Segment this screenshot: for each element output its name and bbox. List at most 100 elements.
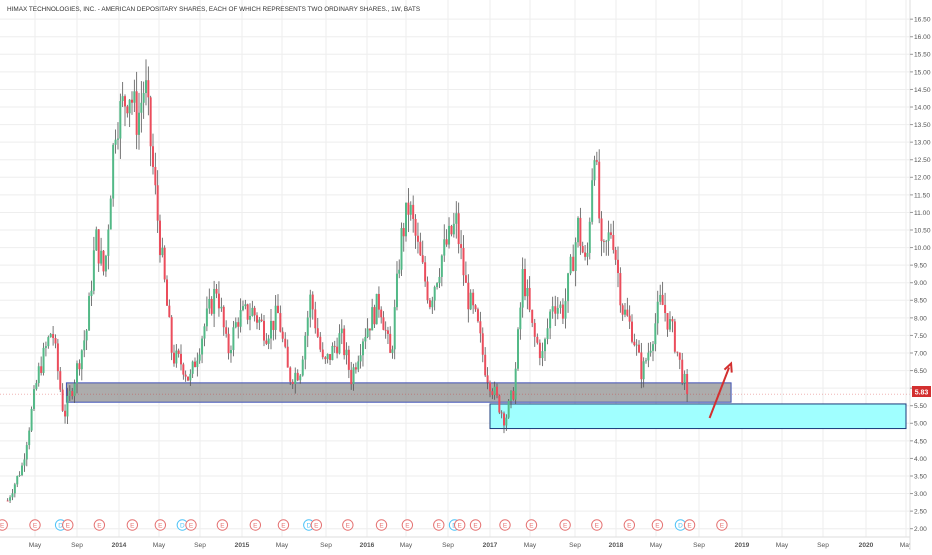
candle-body-down bbox=[533, 322, 536, 337]
earnings-marker: E bbox=[126, 519, 139, 531]
candle-body-down bbox=[462, 248, 465, 276]
candle-body-up bbox=[519, 307, 522, 330]
y-tick-label: 4.00 bbox=[914, 456, 927, 463]
grid-layer bbox=[0, 0, 910, 537]
candle-body-down bbox=[678, 352, 681, 360]
y-tick-label: 9.50 bbox=[914, 263, 927, 270]
y-tick-label: 3.50 bbox=[914, 473, 927, 480]
earnings-marker: E bbox=[249, 519, 262, 531]
candle-body-up bbox=[577, 217, 580, 243]
candle-body-up bbox=[205, 308, 208, 327]
candle-body-down bbox=[595, 160, 598, 162]
candle-body-up bbox=[541, 351, 544, 359]
candle-body-up bbox=[656, 301, 659, 324]
candle-body-up bbox=[73, 383, 76, 397]
candle-body-down bbox=[457, 213, 460, 245]
candle-body-down bbox=[187, 376, 189, 381]
candle-body-down bbox=[296, 372, 299, 381]
candle-body-down bbox=[329, 354, 332, 361]
candle-body-up bbox=[440, 255, 443, 277]
candle-body-up bbox=[593, 160, 596, 181]
event-marker-label: D bbox=[678, 522, 683, 529]
candle-body-down bbox=[619, 273, 622, 306]
x-tick-label: 2020 bbox=[859, 542, 874, 549]
candle-body-up bbox=[340, 328, 343, 334]
candle-body-down bbox=[382, 317, 385, 330]
event-marker-circle bbox=[154, 519, 167, 531]
candle-body-down bbox=[377, 293, 380, 310]
event-marker-circle bbox=[454, 519, 466, 531]
candle-body-down bbox=[536, 336, 539, 343]
event-marker-label: E bbox=[220, 522, 225, 529]
candle-body-down bbox=[407, 202, 410, 215]
candle-body-down bbox=[78, 363, 81, 370]
earnings-marker: E bbox=[525, 519, 538, 531]
x-tick-label: May bbox=[276, 542, 289, 549]
earnings-marker: E bbox=[454, 519, 466, 531]
event-marker-label: E bbox=[189, 522, 194, 529]
event-marker-label: E bbox=[253, 522, 258, 529]
candle-body-up bbox=[294, 372, 297, 385]
candle-body-down bbox=[503, 413, 505, 426]
x-tick-label: Sep bbox=[320, 542, 332, 549]
candle-body-up bbox=[107, 229, 110, 256]
y-tick-label: 10.50 bbox=[914, 227, 931, 234]
x-tick-label: May bbox=[29, 542, 42, 549]
candle-body-down bbox=[291, 381, 294, 385]
event-marker-circle bbox=[433, 519, 445, 531]
candle-body-down bbox=[156, 185, 159, 221]
event-marker-label: E bbox=[0, 522, 5, 529]
candle-body-down bbox=[319, 336, 322, 350]
candle-body-up bbox=[100, 250, 103, 264]
candle-body-down bbox=[217, 293, 220, 309]
candle-body-up bbox=[88, 296, 91, 331]
event-marker-label: E bbox=[473, 522, 478, 529]
candle-body-up bbox=[433, 287, 436, 301]
candle-body-up bbox=[546, 328, 549, 340]
candle-body-down bbox=[354, 367, 357, 370]
candle-body-down bbox=[500, 412, 503, 414]
candle-body-up bbox=[95, 229, 98, 251]
candle-body-down bbox=[579, 217, 582, 247]
candle-body-up bbox=[198, 354, 201, 361]
x-tick-label: Sep bbox=[442, 542, 454, 549]
x-tick-label: Sep bbox=[693, 542, 705, 549]
y-tick-label: 15.50 bbox=[914, 52, 931, 59]
candle-body-up bbox=[371, 307, 374, 331]
candle-body-up bbox=[249, 315, 251, 320]
candle-body-up bbox=[469, 292, 472, 310]
candle-body-down bbox=[54, 338, 57, 344]
event-markers: EEDEEEEDEEEEDEEEEEDEEEEEEEEDEE bbox=[0, 519, 728, 531]
candle-body-down bbox=[479, 321, 482, 334]
earnings-marker: E bbox=[623, 519, 636, 531]
candle-body-down bbox=[347, 349, 350, 370]
candle-body-up bbox=[326, 354, 329, 360]
y-tick-label: 5.50 bbox=[914, 403, 927, 410]
candle-body-up bbox=[366, 328, 369, 337]
candle-body-down bbox=[524, 268, 526, 297]
candle-body-up bbox=[49, 334, 52, 338]
earnings-marker: E bbox=[62, 519, 74, 531]
trend-arrow-shaft bbox=[708, 367, 731, 419]
x-tick-label: 2015 bbox=[235, 542, 250, 549]
candle-body-down bbox=[424, 262, 427, 282]
candle-body-down bbox=[538, 342, 541, 359]
candle-body-up bbox=[239, 310, 242, 327]
cyan-demand-zone bbox=[489, 403, 907, 430]
candle-body-up bbox=[145, 80, 147, 94]
earnings-marker: E bbox=[0, 519, 8, 531]
candle-body-down bbox=[633, 341, 636, 346]
candle-body-up bbox=[586, 252, 589, 257]
candle-body-down bbox=[373, 307, 376, 325]
gray-support-zone bbox=[65, 382, 732, 403]
candle-body-down bbox=[626, 309, 629, 316]
candle-body-up bbox=[526, 287, 529, 297]
event-marker-circle bbox=[559, 519, 571, 531]
candle-body-up bbox=[234, 322, 237, 328]
candle-body-up bbox=[201, 338, 204, 355]
x-tick-label: May bbox=[900, 542, 913, 549]
candle-body-up bbox=[18, 475, 21, 476]
chart-title: HIMAX TECHNOLOGIES, INC. - AMERICAN DEPO… bbox=[7, 6, 420, 13]
y-tick-label: 2.00 bbox=[914, 526, 927, 533]
candle-body-up bbox=[398, 269, 401, 274]
